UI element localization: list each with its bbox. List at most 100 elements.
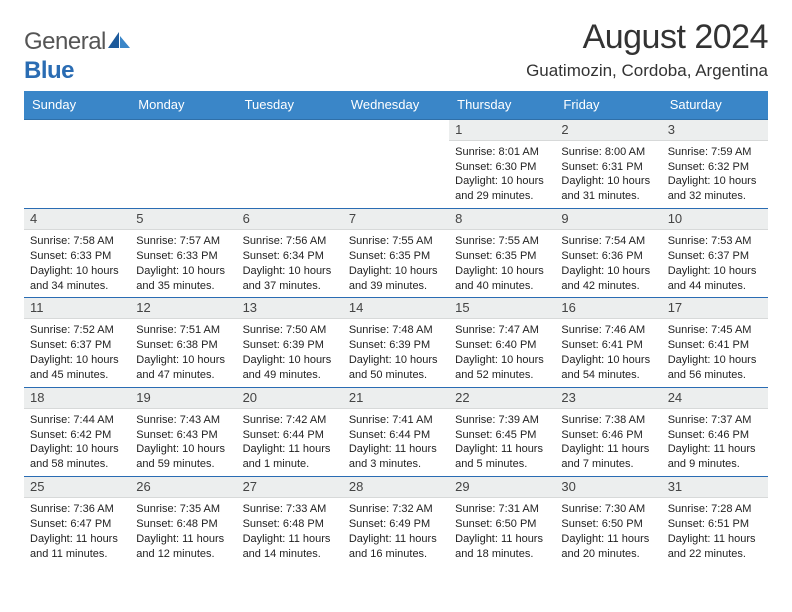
day-number: 28: [343, 477, 449, 498]
sunrise-line: Sunrise: 7:37 AM: [668, 413, 762, 428]
calendar-body: 1Sunrise: 8:01 AMSunset: 6:30 PMDaylight…: [24, 119, 768, 565]
day-info: Sunrise: 7:42 AMSunset: 6:44 PMDaylight:…: [237, 409, 343, 476]
daylight-line: Daylight: 10 hours and 58 minutes.: [30, 442, 124, 472]
day-info: Sunrise: 7:59 AMSunset: 6:32 PMDaylight:…: [662, 141, 768, 208]
day-header: Friday: [555, 91, 661, 120]
sunset-line: Sunset: 6:36 PM: [561, 249, 655, 264]
day-number: 19: [130, 388, 236, 409]
day-number: 25: [24, 477, 130, 498]
calendar-cell: 4Sunrise: 7:58 AMSunset: 6:33 PMDaylight…: [24, 209, 130, 298]
day-number: 15: [449, 298, 555, 319]
daylight-line: Daylight: 10 hours and 49 minutes.: [243, 353, 337, 383]
daylight-line: Daylight: 11 hours and 1 minute.: [243, 442, 337, 472]
calendar-cell: 2Sunrise: 8:00 AMSunset: 6:31 PMDaylight…: [555, 119, 661, 208]
day-number: 31: [662, 477, 768, 498]
brand-blue: Blue: [24, 57, 74, 84]
daylight-line: Daylight: 10 hours and 45 minutes.: [30, 353, 124, 383]
day-number: 27: [237, 477, 343, 498]
sunset-line: Sunset: 6:33 PM: [136, 249, 230, 264]
daylight-line: Daylight: 11 hours and 7 minutes.: [561, 442, 655, 472]
sunrise-line: Sunrise: 7:53 AM: [668, 234, 762, 249]
daylight-line: Daylight: 11 hours and 18 minutes.: [455, 532, 549, 562]
sunset-line: Sunset: 6:34 PM: [243, 249, 337, 264]
day-number: 6: [237, 209, 343, 230]
sunset-line: Sunset: 6:35 PM: [349, 249, 443, 264]
day-number: 4: [24, 209, 130, 230]
sunrise-line: Sunrise: 7:41 AM: [349, 413, 443, 428]
calendar-cell: [237, 119, 343, 208]
calendar-cell: 10Sunrise: 7:53 AMSunset: 6:37 PMDayligh…: [662, 209, 768, 298]
calendar-cell: 31Sunrise: 7:28 AMSunset: 6:51 PMDayligh…: [662, 477, 768, 566]
calendar-page: GeneralBlue August 2024 Guatimozin, Cord…: [0, 0, 792, 612]
sunset-line: Sunset: 6:44 PM: [243, 428, 337, 443]
sunset-line: Sunset: 6:37 PM: [30, 338, 124, 353]
sunset-line: Sunset: 6:49 PM: [349, 517, 443, 532]
sunset-line: Sunset: 6:39 PM: [349, 338, 443, 353]
day-header: Thursday: [449, 91, 555, 120]
calendar-cell: 5Sunrise: 7:57 AMSunset: 6:33 PMDaylight…: [130, 209, 236, 298]
day-number: [237, 120, 343, 140]
calendar-cell: 12Sunrise: 7:51 AMSunset: 6:38 PMDayligh…: [130, 298, 236, 387]
daylight-line: Daylight: 10 hours and 50 minutes.: [349, 353, 443, 383]
sunset-line: Sunset: 6:47 PM: [30, 517, 124, 532]
day-number: 8: [449, 209, 555, 230]
sunset-line: Sunset: 6:43 PM: [136, 428, 230, 443]
daylight-line: Daylight: 11 hours and 11 minutes.: [30, 532, 124, 562]
page-heading: August 2024 Guatimozin, Cordoba, Argenti…: [526, 18, 768, 81]
day-number: 18: [24, 388, 130, 409]
brand-general: General: [24, 28, 106, 55]
day-number: 2: [555, 120, 661, 141]
sunset-line: Sunset: 6:50 PM: [561, 517, 655, 532]
day-info: Sunrise: 7:43 AMSunset: 6:43 PMDaylight:…: [130, 409, 236, 476]
sunrise-line: Sunrise: 7:51 AM: [136, 323, 230, 338]
sunrise-line: Sunrise: 7:30 AM: [561, 502, 655, 517]
day-info: Sunrise: 7:36 AMSunset: 6:47 PMDaylight:…: [24, 498, 130, 565]
calendar-row: 1Sunrise: 8:01 AMSunset: 6:30 PMDaylight…: [24, 119, 768, 208]
daylight-line: Daylight: 11 hours and 12 minutes.: [136, 532, 230, 562]
sunrise-line: Sunrise: 7:28 AM: [668, 502, 762, 517]
calendar-cell: 22 Sunrise: 7:39 AMSunset: 6:45 PMDayligh…: [449, 387, 555, 476]
calendar-cell: 1Sunrise: 8:01 AMSunset: 6:30 PMDaylight…: [449, 119, 555, 208]
day-info: Sunrise: 7:30 AMSunset: 6:50 PMDaylight:…: [555, 498, 661, 565]
calendar-cell: [130, 119, 236, 208]
calendar-cell: [24, 119, 130, 208]
sunset-line: Sunset: 6:45 PM: [455, 428, 549, 443]
sunset-line: Sunset: 6:40 PM: [455, 338, 549, 353]
sunrise-line: Sunrise: 7:39 AM: [455, 413, 549, 428]
daylight-line: Daylight: 10 hours and 34 minutes.: [30, 264, 124, 294]
sunrise-line: Sunrise: 7:52 AM: [30, 323, 124, 338]
sunset-line: Sunset: 6:42 PM: [30, 428, 124, 443]
daylight-line: Daylight: 11 hours and 3 minutes.: [349, 442, 443, 472]
day-info: Sunrise: 7:48 AMSunset: 6:39 PMDaylight:…: [343, 319, 449, 386]
daylight-line: Daylight: 10 hours and 35 minutes.: [136, 264, 230, 294]
sunset-line: Sunset: 6:33 PM: [30, 249, 124, 264]
day-number: 20: [237, 388, 343, 409]
daylight-line: Daylight: 11 hours and 5 minutes.: [455, 442, 549, 472]
calendar-cell: 17Sunrise: 7:45 AMSunset: 6:41 PMDayligh…: [662, 298, 768, 387]
daylight-line: Daylight: 11 hours and 20 minutes.: [561, 532, 655, 562]
sunset-line: Sunset: 6:32 PM: [668, 160, 762, 175]
daylight-line: Daylight: 10 hours and 40 minutes.: [455, 264, 549, 294]
sunrise-line: Sunrise: 7:55 AM: [455, 234, 549, 249]
daylight-line: Daylight: 10 hours and 39 minutes.: [349, 264, 443, 294]
sunset-line: Sunset: 6:31 PM: [561, 160, 655, 175]
sunset-line: Sunset: 6:46 PM: [561, 428, 655, 443]
sunset-line: Sunset: 6:46 PM: [668, 428, 762, 443]
calendar-cell: 6Sunrise: 7:56 AMSunset: 6:34 PMDaylight…: [237, 209, 343, 298]
day-info: Sunrise: 7:55 AMSunset: 6:35 PMDaylight:…: [449, 230, 555, 297]
calendar-cell: 7Sunrise: 7:55 AMSunset: 6:35 PMDaylight…: [343, 209, 449, 298]
day-info: Sunrise: 7:51 AMSunset: 6:38 PMDaylight:…: [130, 319, 236, 386]
sunrise-line: Sunrise: 7:45 AM: [668, 323, 762, 338]
day-number: [24, 120, 130, 140]
day-header: Tuesday: [237, 91, 343, 120]
sunrise-line: Sunrise: 8:01 AM: [455, 145, 549, 160]
calendar-cell: 26Sunrise: 7:35 AMSunset: 6:48 PMDayligh…: [130, 477, 236, 566]
day-number: 22: [449, 388, 555, 409]
sunset-line: Sunset: 6:48 PM: [136, 517, 230, 532]
daylight-line: Daylight: 11 hours and 16 minutes.: [349, 532, 443, 562]
day-number: [343, 120, 449, 140]
day-number: 7: [343, 209, 449, 230]
day-info: Sunrise: 8:01 AMSunset: 6:30 PMDaylight:…: [449, 141, 555, 208]
sunrise-line: Sunrise: 7:42 AM: [243, 413, 337, 428]
sunset-line: Sunset: 6:41 PM: [561, 338, 655, 353]
